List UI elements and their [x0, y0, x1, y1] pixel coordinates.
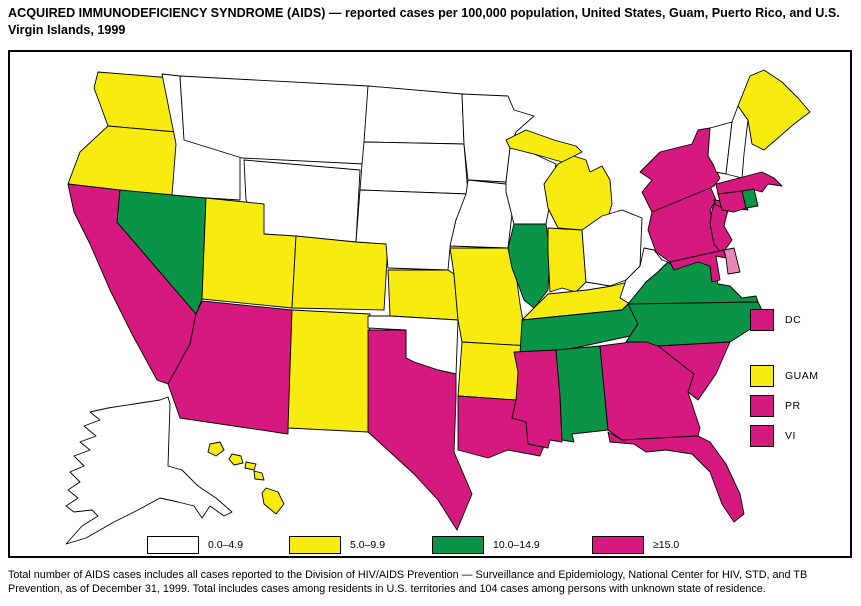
state-al: [555, 345, 609, 443]
state-ak: [65, 396, 233, 545]
legend-item-bin-2: 5.0–9.9: [289, 535, 385, 555]
state-ri: [741, 188, 759, 209]
figure-footnote: Total number of AIDS cases includes all …: [8, 569, 808, 595]
legend-label-bin-2: 5.0–9.9: [350, 539, 386, 551]
territory-swatch-vi: [750, 425, 774, 447]
state-mt: [179, 75, 369, 165]
legend-item-bin-4: ≥15.0: [592, 535, 679, 555]
territory-label-guam: GUAM: [785, 370, 819, 382]
state-sc: [657, 341, 731, 401]
state-ks: [387, 269, 459, 321]
territory-item-pr: PR: [750, 394, 801, 418]
state-sd: [359, 141, 469, 195]
legend-swatch-bin-2: [289, 536, 341, 554]
state-fl: [607, 431, 745, 523]
state-me: [737, 69, 811, 151]
state-nc: [625, 301, 763, 347]
territory-swatch-guam: [750, 365, 774, 387]
state-ct: [717, 190, 747, 213]
state-de: [723, 247, 741, 275]
state-in: [547, 227, 587, 293]
figure-title: ACQUIRED IMMUNODEFICIENCY SYNDROME (AIDS…: [8, 6, 840, 37]
state-mi: [505, 129, 613, 231]
state-nd: [363, 85, 465, 145]
territory-label-vi: VI: [785, 430, 796, 442]
state-tx: [367, 329, 473, 531]
state-nh: [725, 105, 749, 179]
map-frame: 0.0–4.9 5.0–9.9 10.0–14.9 ≥15.0 DC GUAM PR VI: [8, 50, 852, 558]
territory-item-dc: DC: [750, 308, 801, 332]
legend-item-bin-3: 10.0–14.9: [432, 535, 540, 555]
legend-label-bin-4: ≥15.0: [653, 539, 680, 551]
territory-item-vi: VI: [750, 424, 796, 448]
legend-swatch-bin-1: [147, 536, 199, 554]
state-co: [291, 235, 389, 311]
territory-label-dc: DC: [785, 314, 802, 326]
state-hi: [207, 441, 285, 515]
legend-label-bin-1: 0.0–4.9: [208, 539, 244, 551]
legend-swatch-bin-3: [432, 536, 484, 554]
state-nm: [287, 309, 371, 433]
territory-swatch-dc: [750, 309, 774, 331]
legend-item-bin-1: 0.0–4.9: [147, 535, 243, 555]
us-choropleth-map: [65, 69, 811, 545]
territory-item-guam: GUAM: [750, 364, 819, 388]
legend-swatch-bin-4: [592, 536, 644, 554]
territory-swatch-pr: [750, 395, 774, 417]
legend-label-bin-3: 10.0–14.9: [493, 539, 540, 551]
territory-label-pr: PR: [785, 400, 801, 412]
